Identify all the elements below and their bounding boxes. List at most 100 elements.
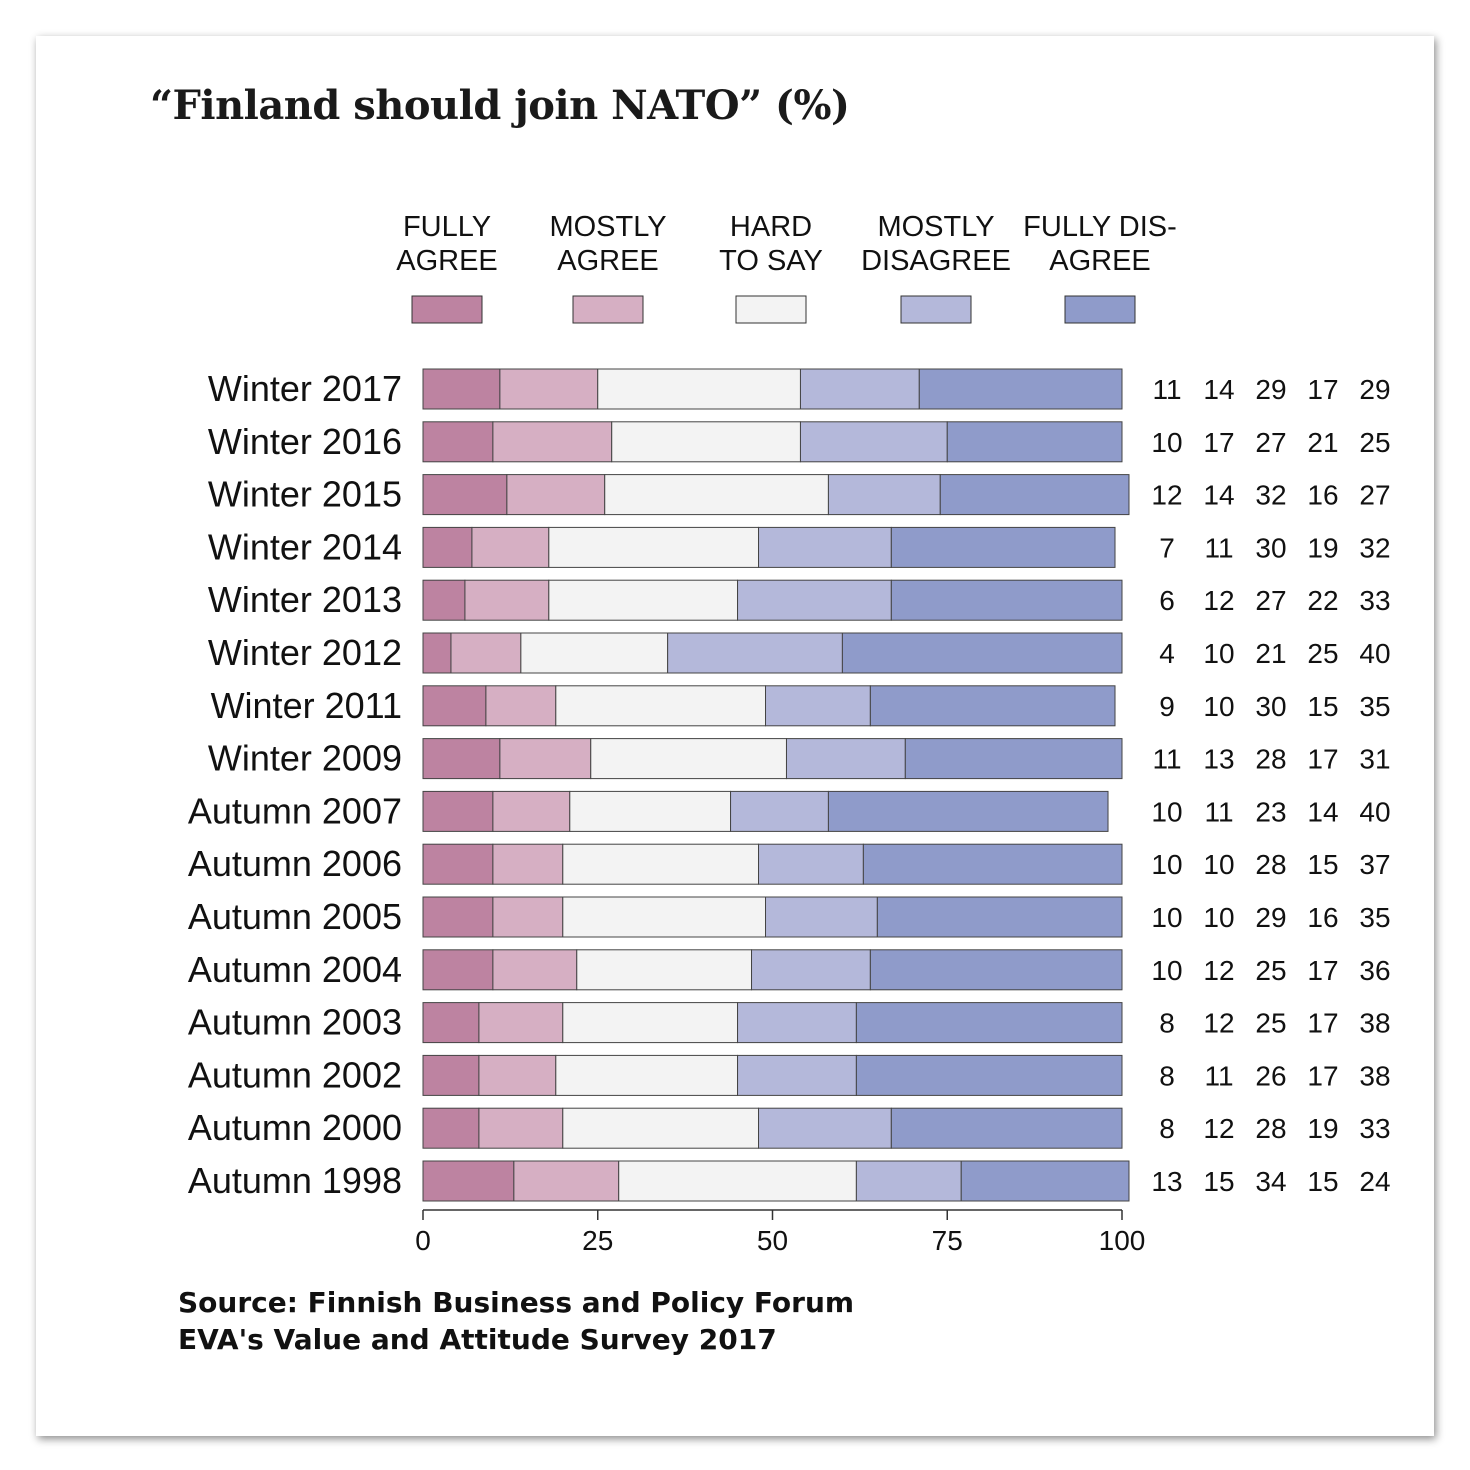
- value-label-autumn-2002-mostly-disagree: 17: [1307, 1060, 1338, 1091]
- bar-winter-2009-hard-to-say: [590, 738, 787, 780]
- legend-label-mostly-agree-line-1: MOSTLY: [549, 211, 666, 243]
- legend-swatch-fully-agree: [411, 295, 483, 324]
- value-label-winter-2011-hard-to-say: 30: [1255, 691, 1286, 722]
- value-label-winter-2016-fully-agree: 10: [1151, 427, 1182, 458]
- value-label-winter-2014-mostly-agree: 11: [1204, 532, 1233, 563]
- bar-winter-2009-fully-disagree: [904, 738, 1123, 780]
- bar-winter-2017-fully-agree: [422, 368, 501, 410]
- value-label-winter-2017-fully-agree: 11: [1152, 374, 1181, 405]
- value-label-winter-2013-fully-agree: 6: [1159, 585, 1175, 616]
- value-label-winter-2011-fully-agree: 9: [1159, 691, 1175, 722]
- category-label-autumn-2002: Autumn 2002: [188, 1054, 402, 1095]
- value-label-winter-2016-mostly-disagree: 21: [1307, 427, 1338, 458]
- value-label-autumn-2005-mostly-agree: 10: [1203, 902, 1234, 933]
- value-label-autumn-2006-hard-to-say: 28: [1255, 849, 1286, 880]
- value-label-autumn-2002-mostly-agree: 11: [1204, 1060, 1233, 1091]
- value-label-winter-2012-fully-agree: 4: [1159, 638, 1175, 669]
- value-label-winter-2013-fully-disagree: 33: [1359, 585, 1390, 616]
- category-label-winter-2012: Winter 2012: [208, 632, 402, 673]
- bar-winter-2013-fully-disagree: [890, 579, 1123, 621]
- bar-winter-2016-mostly-agree: [492, 421, 613, 463]
- value-label-winter-2014-hard-to-say: 30: [1255, 532, 1286, 563]
- value-label-winter-2015-mostly-disagree: 16: [1307, 480, 1338, 511]
- value-label-autumn-2004-mostly-agree: 12: [1203, 955, 1234, 986]
- value-label-autumn-2000-hard-to-say: 28: [1255, 1113, 1286, 1144]
- value-label-autumn-2002-fully-disagree: 38: [1359, 1060, 1390, 1091]
- bar-winter-2017-hard-to-say: [597, 368, 801, 410]
- value-label-autumn-2003-fully-agree: 8: [1159, 1008, 1175, 1039]
- value-label-autumn-2007-fully-agree: 10: [1151, 796, 1182, 827]
- x-tick-label-25: 25: [582, 1225, 613, 1256]
- category-label-winter-2011: Winter 2011: [211, 685, 402, 726]
- bar-winter-2017-mostly-agree: [499, 368, 599, 410]
- legend-label-hard-to-say-line-1: HARD: [730, 211, 812, 243]
- bar-winter-2011-mostly-agree: [485, 685, 557, 727]
- value-label-autumn-2005-hard-to-say: 29: [1255, 902, 1286, 933]
- value-label-winter-2014-fully-disagree: 32: [1359, 532, 1390, 563]
- bar-winter-2013-hard-to-say: [548, 579, 739, 621]
- bar-autumn-2000-mostly-agree: [478, 1107, 564, 1149]
- value-label-winter-2012-fully-disagree: 40: [1359, 638, 1390, 669]
- bar-autumn-2005-fully-agree: [422, 896, 494, 938]
- value-label-winter-2011-mostly-agree: 10: [1203, 691, 1234, 722]
- bar-winter-2012-fully-agree: [422, 632, 452, 674]
- bar-winter-2011-hard-to-say: [555, 685, 767, 727]
- bar-autumn-2005-mostly-disagree: [765, 896, 878, 938]
- bar-winter-2011-fully-disagree: [869, 685, 1116, 727]
- value-label-winter-2017-fully-disagree: 29: [1359, 374, 1390, 405]
- category-label-winter-2017: Winter 2017: [208, 368, 402, 409]
- bar-autumn-2003-hard-to-say: [562, 1002, 739, 1044]
- bar-autumn-2006-fully-agree: [422, 843, 494, 885]
- value-label-autumn-2000-fully-agree: 8: [1159, 1113, 1175, 1144]
- bar-winter-2013-mostly-agree: [464, 579, 550, 621]
- bar-winter-2015-fully-disagree: [939, 474, 1130, 516]
- bar-winter-2011-mostly-disagree: [765, 685, 871, 727]
- bar-autumn-2007-mostly-agree: [492, 790, 571, 832]
- value-label-autumn-2004-mostly-disagree: 17: [1307, 955, 1338, 986]
- value-label-autumn-2005-fully-disagree: 35: [1359, 902, 1390, 933]
- value-label-winter-2013-mostly-agree: 12: [1203, 585, 1234, 616]
- x-tick-label-75: 75: [932, 1225, 963, 1256]
- value-label-autumn-2003-fully-disagree: 38: [1359, 1008, 1390, 1039]
- category-label-winter-2013: Winter 2013: [208, 579, 402, 620]
- bar-autumn-2003-mostly-disagree: [737, 1002, 857, 1044]
- value-label-autumn-2007-hard-to-say: 23: [1255, 796, 1286, 827]
- bar-winter-2017-fully-disagree: [918, 368, 1123, 410]
- value-label-autumn-2003-mostly-agree: 12: [1203, 1008, 1234, 1039]
- legend-label-fully-agree-line-1: FULLY: [403, 211, 491, 243]
- value-label-winter-2009-mostly-agree: 13: [1203, 744, 1234, 775]
- bar-winter-2014-hard-to-say: [548, 526, 760, 568]
- x-tick-label-50: 50: [757, 1225, 788, 1256]
- bar-winter-2013-mostly-disagree: [737, 579, 892, 621]
- bar-autumn-2000-fully-agree: [422, 1107, 480, 1149]
- value-label-autumn-2003-mostly-disagree: 17: [1307, 1008, 1338, 1039]
- value-label-autumn-2007-mostly-disagree: 14: [1307, 796, 1338, 827]
- value-label-autumn-1998-mostly-agree: 15: [1203, 1166, 1234, 1197]
- category-label-winter-2016: Winter 2016: [208, 421, 402, 462]
- value-label-winter-2013-hard-to-say: 27: [1255, 585, 1286, 616]
- chart-card: [36, 36, 1434, 1436]
- value-label-autumn-2004-hard-to-say: 25: [1255, 955, 1286, 986]
- value-label-autumn-2000-mostly-agree: 12: [1203, 1113, 1234, 1144]
- bar-winter-2015-fully-agree: [422, 474, 508, 516]
- bar-autumn-2002-fully-disagree: [855, 1054, 1123, 1096]
- category-label-autumn-1998: Autumn 1998: [188, 1160, 402, 1201]
- value-label-autumn-2000-mostly-disagree: 19: [1307, 1113, 1338, 1144]
- legend-label-mostly-disagree-line-1: MOSTLY: [877, 211, 994, 243]
- bar-winter-2011-fully-agree: [422, 685, 487, 727]
- source-note: Source: Finnish Business and Policy Foru…: [178, 1284, 854, 1358]
- bar-autumn-2002-mostly-disagree: [737, 1054, 857, 1096]
- legend-swatch-mostly-disagree: [900, 295, 972, 324]
- category-label-autumn-2006: Autumn 2006: [188, 843, 402, 884]
- value-label-autumn-2000-fully-disagree: 33: [1359, 1113, 1390, 1144]
- bar-autumn-2002-mostly-agree: [478, 1054, 557, 1096]
- bar-autumn-2004-mostly-agree: [492, 949, 578, 991]
- value-label-autumn-2007-mostly-agree: 11: [1204, 796, 1233, 827]
- bar-autumn-2007-fully-agree: [422, 790, 494, 832]
- bar-autumn-1998-fully-agree: [422, 1160, 515, 1202]
- bar-winter-2014-mostly-disagree: [758, 526, 892, 568]
- bar-autumn-2006-fully-disagree: [862, 843, 1123, 885]
- value-label-winter-2011-mostly-disagree: 15: [1307, 691, 1338, 722]
- bar-winter-2014-mostly-agree: [471, 526, 550, 568]
- value-label-autumn-2005-mostly-disagree: 16: [1307, 902, 1338, 933]
